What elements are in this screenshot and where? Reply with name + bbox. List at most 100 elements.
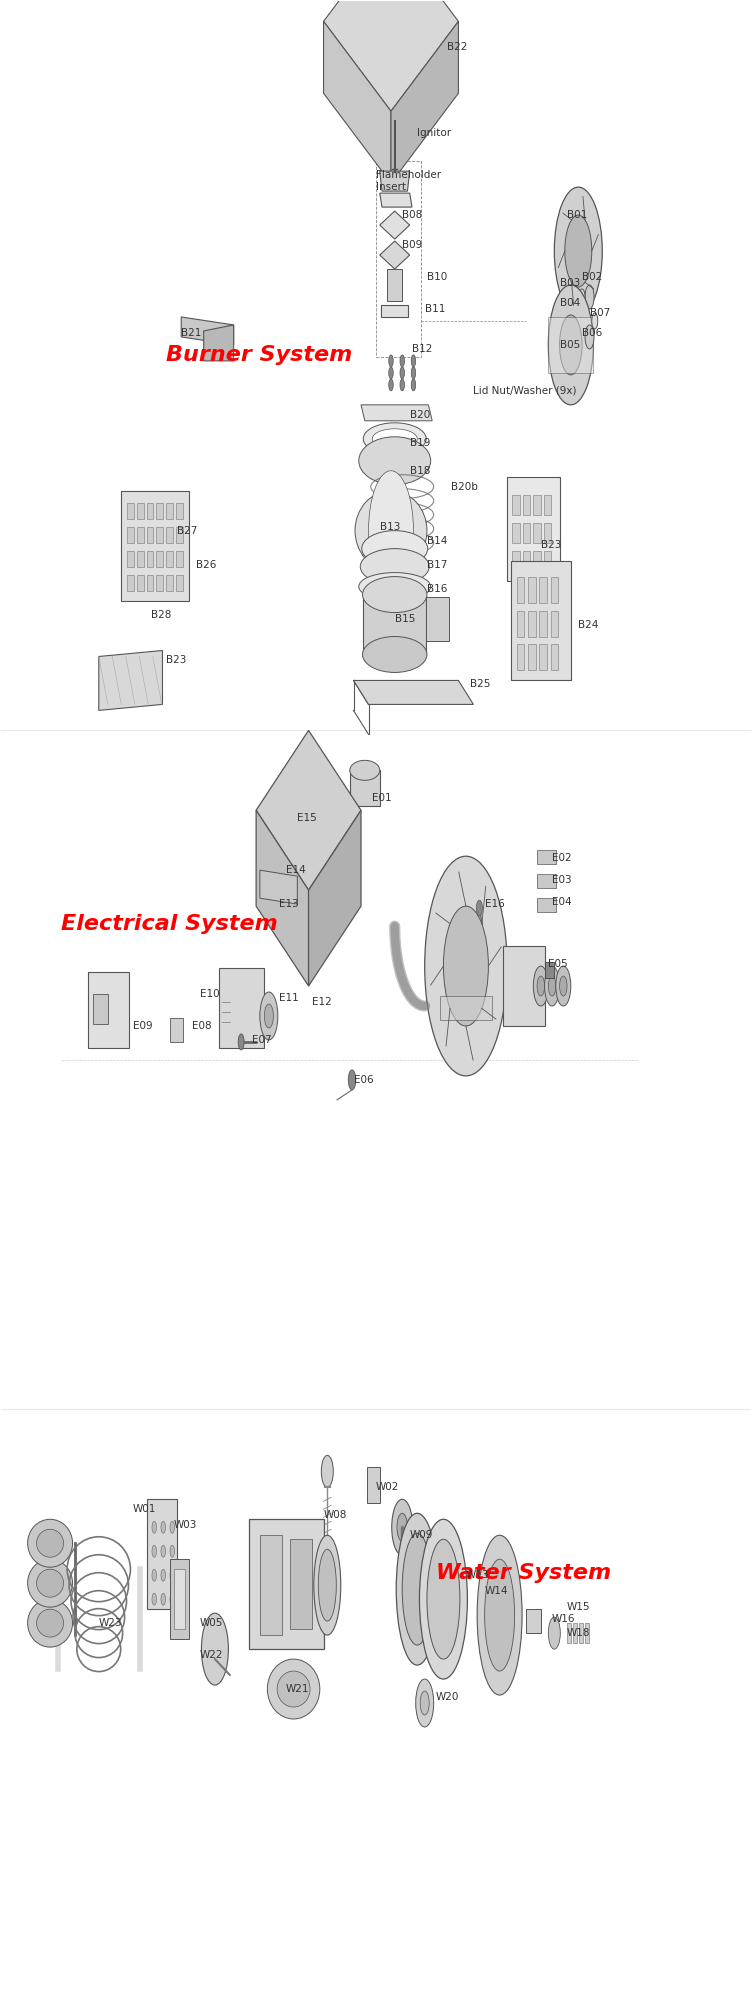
Bar: [147, 550, 153, 566]
Bar: [176, 550, 183, 566]
Ellipse shape: [372, 428, 417, 448]
Text: E08: E08: [193, 1020, 212, 1030]
Circle shape: [152, 1594, 156, 1606]
Text: E02: E02: [552, 854, 572, 864]
Text: W16: W16: [552, 1614, 575, 1624]
Circle shape: [411, 366, 416, 378]
Ellipse shape: [28, 1520, 72, 1568]
Ellipse shape: [427, 1540, 460, 1660]
Bar: [127, 526, 134, 542]
Circle shape: [161, 1570, 165, 1582]
Bar: [147, 574, 153, 590]
Text: B22: B22: [447, 42, 468, 52]
Text: E12: E12: [312, 996, 332, 1006]
Bar: [567, 1624, 571, 1644]
Bar: [573, 1624, 577, 1644]
Text: Flameholder
Insert: Flameholder Insert: [376, 170, 441, 192]
Circle shape: [548, 1618, 560, 1650]
Text: B23: B23: [541, 540, 561, 550]
Bar: [137, 550, 144, 566]
Text: B21: B21: [181, 328, 202, 338]
Circle shape: [161, 1522, 165, 1534]
Text: W22: W22: [200, 1650, 223, 1660]
Text: B18: B18: [410, 466, 430, 476]
Circle shape: [397, 1514, 408, 1542]
Circle shape: [295, 802, 299, 814]
Circle shape: [260, 992, 277, 1040]
Polygon shape: [380, 172, 410, 192]
Bar: [176, 526, 183, 542]
Circle shape: [411, 354, 416, 366]
Polygon shape: [308, 810, 361, 986]
Bar: [579, 1624, 583, 1644]
Bar: [156, 574, 163, 590]
Bar: [170, 1560, 189, 1640]
Bar: [517, 610, 524, 636]
Bar: [544, 550, 551, 570]
Bar: [166, 550, 173, 566]
Bar: [548, 316, 593, 372]
Text: B02: B02: [582, 272, 602, 282]
Bar: [387, 270, 402, 300]
Circle shape: [306, 802, 311, 814]
Circle shape: [592, 312, 598, 328]
Text: B17: B17: [427, 560, 447, 570]
Text: W08: W08: [323, 1510, 347, 1520]
Text: E16: E16: [484, 900, 505, 910]
Polygon shape: [323, 0, 459, 112]
Ellipse shape: [420, 1520, 468, 1680]
Bar: [147, 526, 153, 542]
Text: B10: B10: [427, 272, 447, 282]
Bar: [166, 574, 173, 590]
Bar: [533, 550, 541, 570]
Text: B15: B15: [395, 614, 415, 624]
Ellipse shape: [478, 1536, 522, 1696]
Bar: [528, 644, 535, 670]
Ellipse shape: [28, 1600, 72, 1648]
Polygon shape: [361, 404, 432, 420]
Circle shape: [579, 288, 585, 304]
Text: B27: B27: [177, 526, 198, 536]
Text: W20: W20: [436, 1692, 459, 1702]
Circle shape: [548, 284, 593, 404]
Circle shape: [170, 1546, 174, 1558]
Ellipse shape: [28, 1560, 72, 1608]
Bar: [507, 476, 559, 580]
Circle shape: [554, 188, 602, 314]
Bar: [550, 576, 558, 602]
Polygon shape: [380, 212, 410, 240]
Circle shape: [161, 1546, 165, 1558]
Circle shape: [579, 304, 585, 320]
Text: B16: B16: [427, 584, 447, 594]
Bar: [147, 502, 153, 518]
Circle shape: [533, 966, 548, 1006]
Polygon shape: [353, 680, 474, 704]
Text: Burner System: Burner System: [166, 344, 353, 364]
Bar: [176, 502, 183, 518]
Bar: [537, 850, 556, 864]
Ellipse shape: [362, 530, 428, 566]
Bar: [166, 526, 173, 542]
Text: B20: B20: [410, 410, 430, 420]
Ellipse shape: [402, 1534, 432, 1646]
Circle shape: [368, 470, 414, 590]
Bar: [539, 610, 547, 636]
Polygon shape: [260, 870, 297, 904]
Polygon shape: [99, 650, 162, 710]
Circle shape: [477, 900, 482, 916]
Circle shape: [389, 378, 393, 390]
Bar: [550, 644, 558, 670]
Text: W21: W21: [286, 1684, 310, 1694]
Bar: [350, 770, 380, 806]
Bar: [511, 560, 571, 680]
Text: W23: W23: [99, 1618, 123, 1628]
Bar: [523, 494, 530, 514]
Bar: [137, 574, 144, 590]
Text: E04: E04: [552, 898, 572, 908]
Circle shape: [400, 378, 405, 390]
Bar: [544, 494, 551, 514]
Bar: [137, 526, 144, 542]
Bar: [249, 1520, 323, 1650]
Circle shape: [544, 966, 559, 1006]
Text: B04: B04: [559, 298, 580, 308]
